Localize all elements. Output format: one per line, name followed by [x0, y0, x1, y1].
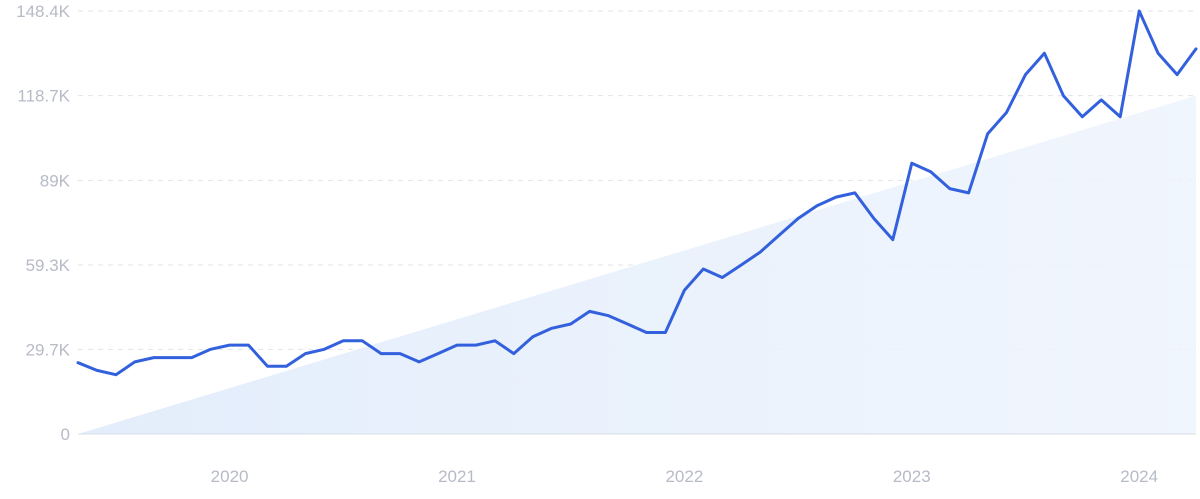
trend-area [78, 95, 1196, 434]
x-tick-label: 2024 [1120, 467, 1158, 486]
y-tick-label: 148.4K [16, 2, 71, 21]
y-tick-label: 89K [40, 171, 71, 190]
x-tick-label: 2022 [665, 467, 703, 486]
series-layer [76, 9, 1198, 377]
x-tick-label: 2021 [438, 467, 476, 486]
label-layer: 0 29.7K 59.3K 89K 118.7K 148.4K 2020 2021 2022 20… [16, 2, 1158, 486]
y-tick-label: 59.3K [26, 256, 71, 275]
y-tick-label: 118.7K [17, 87, 70, 106]
x-tick-label: 2023 [893, 467, 931, 486]
y-tick-label: 29.7K [26, 340, 71, 359]
trend-layer [78, 95, 1196, 434]
series-line [76, 9, 1198, 377]
x-tick-label: 2020 [211, 467, 249, 486]
y-tick-label: 0 [61, 425, 70, 444]
